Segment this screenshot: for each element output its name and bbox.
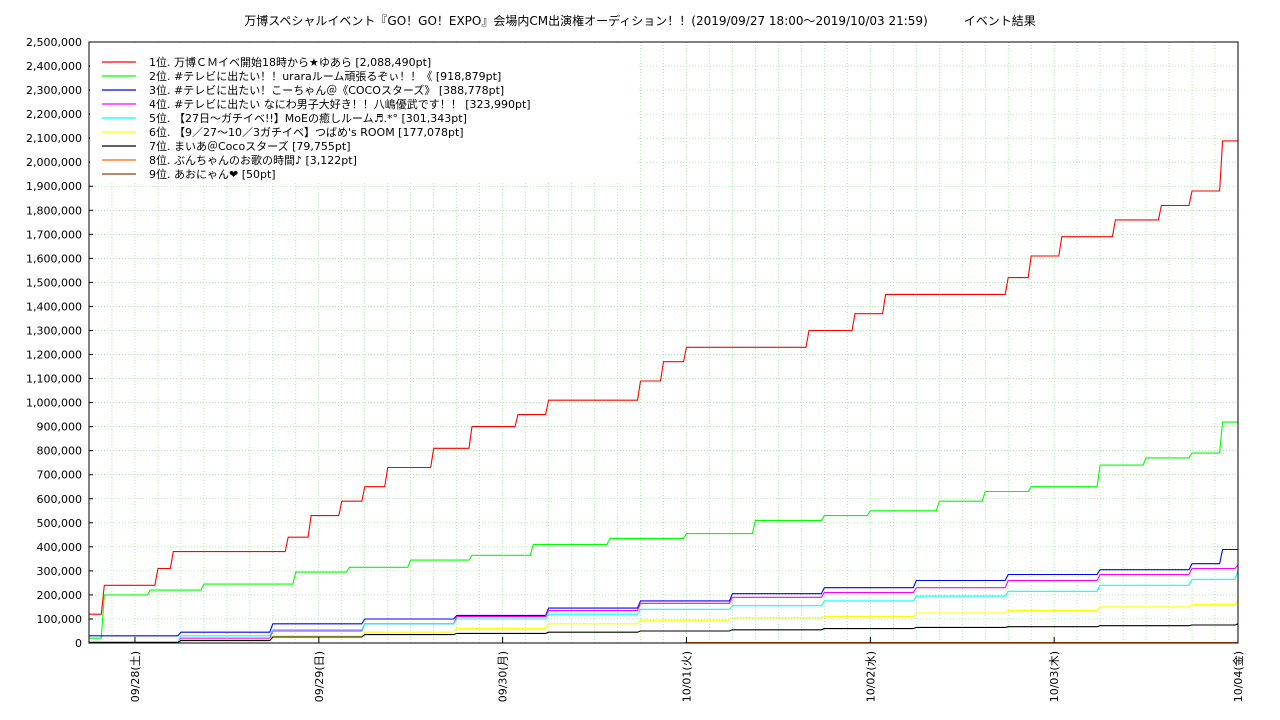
chart-title: 万博スペシャルイベント『GO！GO！EXPO』会場内CM出演権オーディション！！… <box>244 14 1036 28</box>
y-tick-label: 1,000,000 <box>26 397 82 410</box>
y-tick-label: 1,100,000 <box>26 373 82 386</box>
y-tick-label: 700,000 <box>37 469 83 482</box>
legend-entry: 4位. #テレビに出たい なにわ男子大好き！！八嶋優武です！！ [323,990… <box>149 97 531 111</box>
y-axis-ticks: 0 100,000 200,000 300,000 400,000 500,000 600,… <box>26 36 93 650</box>
y-tick-label: 1,700,000 <box>26 228 82 241</box>
legend-entry: 5位. 【27日〜ガチイベ!!】MoEの癒しルーム♬.*° [301,343pt… <box>149 111 467 125</box>
y-tick-label: 300,000 <box>37 565 83 578</box>
y-tick-label: 500,000 <box>37 517 83 530</box>
y-tick-label: 1,800,000 <box>26 204 82 217</box>
x-tick-label: 10/02(水) <box>864 651 877 702</box>
y-tick-label: 2,200,000 <box>26 108 82 121</box>
y-tick-label: 2,100,000 <box>26 132 82 145</box>
y-tick-label: 1,600,000 <box>26 252 82 265</box>
x-tick-label: 10/03(木) <box>1048 651 1061 702</box>
legend-entry: 9位. あおにゃん❤ [50pt] <box>149 167 276 181</box>
legend-entry: 2位. #テレビに出たい！！uraraルーム頑張るぞぃ！！《 [918,879p… <box>149 69 501 83</box>
y-tick-label: 2,300,000 <box>26 84 82 97</box>
y-tick-label: 2,000,000 <box>26 156 82 169</box>
legend-background <box>90 43 638 183</box>
y-tick-label: 1,300,000 <box>26 324 82 337</box>
series-line-7 <box>89 623 1239 644</box>
x-tick-label: 09/28(土) <box>129 651 142 702</box>
x-tick-label: 10/01(火) <box>680 651 693 702</box>
series-line-3 <box>89 548 1238 637</box>
series-line-2 <box>89 421 1238 639</box>
legend-entry: 7位. まいあ＠Cocoスターズ [79,755pt] <box>149 139 351 153</box>
series-line-4 <box>89 564 1239 643</box>
y-tick-label: 1,900,000 <box>26 180 82 193</box>
y-tick-label: 800,000 <box>37 445 83 458</box>
x-axis-ticks: 09/28(土) 09/29(日) 09/30(月) 10/01(火) 10/02(水)… <box>129 637 1245 702</box>
y-tick-label: 2,400,000 <box>26 60 82 73</box>
y-tick-label: 1,500,000 <box>26 276 82 289</box>
x-tick-label: 10/04(金) <box>1231 651 1245 702</box>
y-tick-label: 1,200,000 <box>26 349 82 362</box>
y-tick-label: 0 <box>75 637 82 650</box>
series-line-6 <box>89 600 1239 643</box>
y-tick-label: 200,000 <box>37 589 83 602</box>
legend-entry: 8位. ぶんちゃんのお歌の時間♪ [3,122pt] <box>149 153 357 167</box>
x-tick-label: 09/29(日) <box>313 651 326 702</box>
series-line-1 <box>89 140 1238 615</box>
grid-lines <box>88 42 1239 643</box>
y-tick-label: 100,000 <box>37 613 83 626</box>
series-line-5 <box>89 570 1239 643</box>
plot-frame <box>88 41 1239 644</box>
legend-entry: 6位. 【9／27〜10／3ガチイベ】つばめ's ROOM [177,078pt… <box>149 125 464 139</box>
y-tick-label: 400,000 <box>37 541 83 554</box>
legend-entry: 1位. 万博ＣＭイベ開始18時から★ゆあら [2,088,490pt] <box>149 55 431 69</box>
y-tick-label: 1,400,000 <box>26 300 82 313</box>
legend-entry: 3位. #テレビに出たい！こーちゃん＠《COCOスターズ》 [388,778pt… <box>149 83 504 97</box>
x-tick-label: 09/30(月) <box>497 651 510 702</box>
y-tick-label: 900,000 <box>37 421 83 434</box>
y-tick-label: 600,000 <box>37 493 83 506</box>
legend: 1位. 万博ＣＭイベ開始18時から★ゆあら [2,088,490pt]2位. #… <box>90 43 638 183</box>
y-tick-label: 2,500,000 <box>26 36 82 49</box>
